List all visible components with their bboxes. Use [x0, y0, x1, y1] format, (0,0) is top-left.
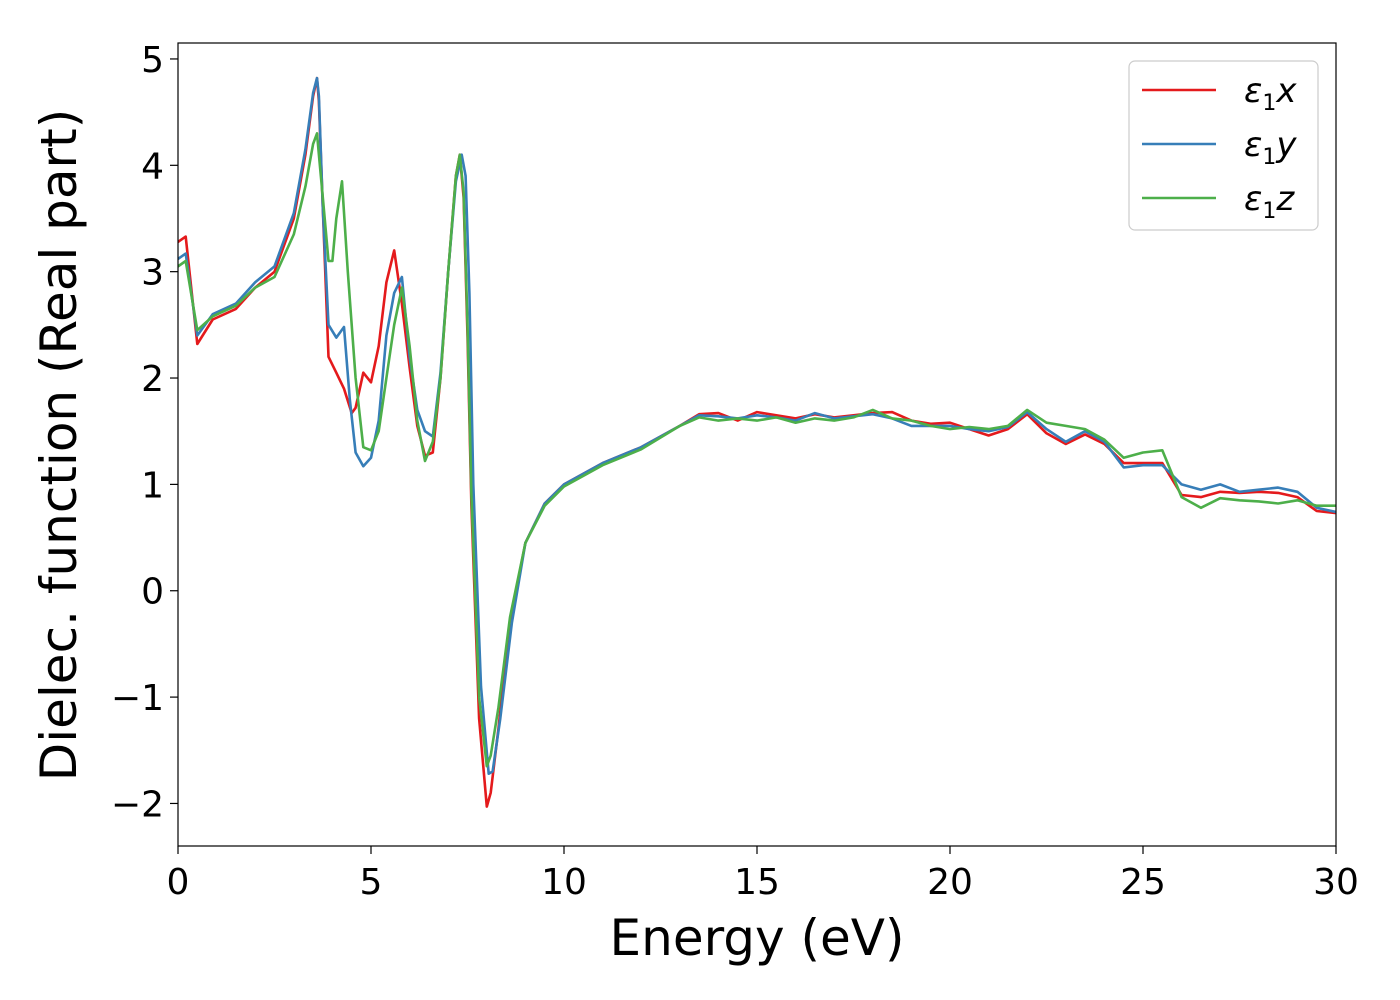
legend-component: z [1275, 179, 1295, 219]
legend-label-x: ε1x [1244, 71, 1297, 116]
y-tick-label: 0 [141, 572, 164, 613]
y-tick-label: −2 [111, 784, 164, 825]
y-tick-label: 2 [141, 359, 164, 400]
legend-label-y: ε1y [1244, 125, 1297, 170]
legend-subscript: 1 [1262, 199, 1276, 224]
y-tick-label: 5 [141, 40, 164, 81]
x-tick-label: 20 [927, 862, 973, 903]
y-tick-label: 4 [141, 146, 164, 187]
ticks-layer: 0 5 10 15 20 25 30 −2 −1 0 1 2 3 4 5 [111, 40, 1359, 903]
legend-symbol: ε [1244, 125, 1262, 165]
legend-box [1128, 60, 1319, 231]
legend-symbol: ε [1244, 71, 1262, 111]
x-tick-label: 10 [541, 862, 587, 903]
x-axis-title: Energy (eV) [610, 909, 905, 967]
x-tick-label: 25 [1120, 862, 1166, 903]
series-layer [178, 76, 1336, 808]
legend-subscript: 1 [1262, 145, 1276, 170]
x-tick-label: 5 [360, 862, 383, 903]
y-tick-label: −1 [111, 678, 164, 719]
legend-label-z: ε1z [1244, 179, 1295, 224]
legend-component: x [1275, 71, 1297, 111]
plot-frame [177, 42, 1337, 847]
x-tick-label: 30 [1313, 862, 1359, 903]
legend-subscript: 1 [1262, 91, 1276, 116]
legend-component: y [1275, 125, 1297, 165]
y-axis-title: Dielec. function (Real part) [30, 109, 88, 781]
series-line-y [178, 76, 1336, 776]
y-tick-label: 1 [141, 465, 164, 506]
x-tick-label: 0 [167, 862, 190, 903]
series-line-z [178, 132, 1336, 768]
legend-symbol: ε [1244, 179, 1262, 219]
x-tick-label: 15 [734, 862, 780, 903]
plot-area [178, 76, 1336, 808]
y-tick-label: 3 [141, 253, 164, 294]
